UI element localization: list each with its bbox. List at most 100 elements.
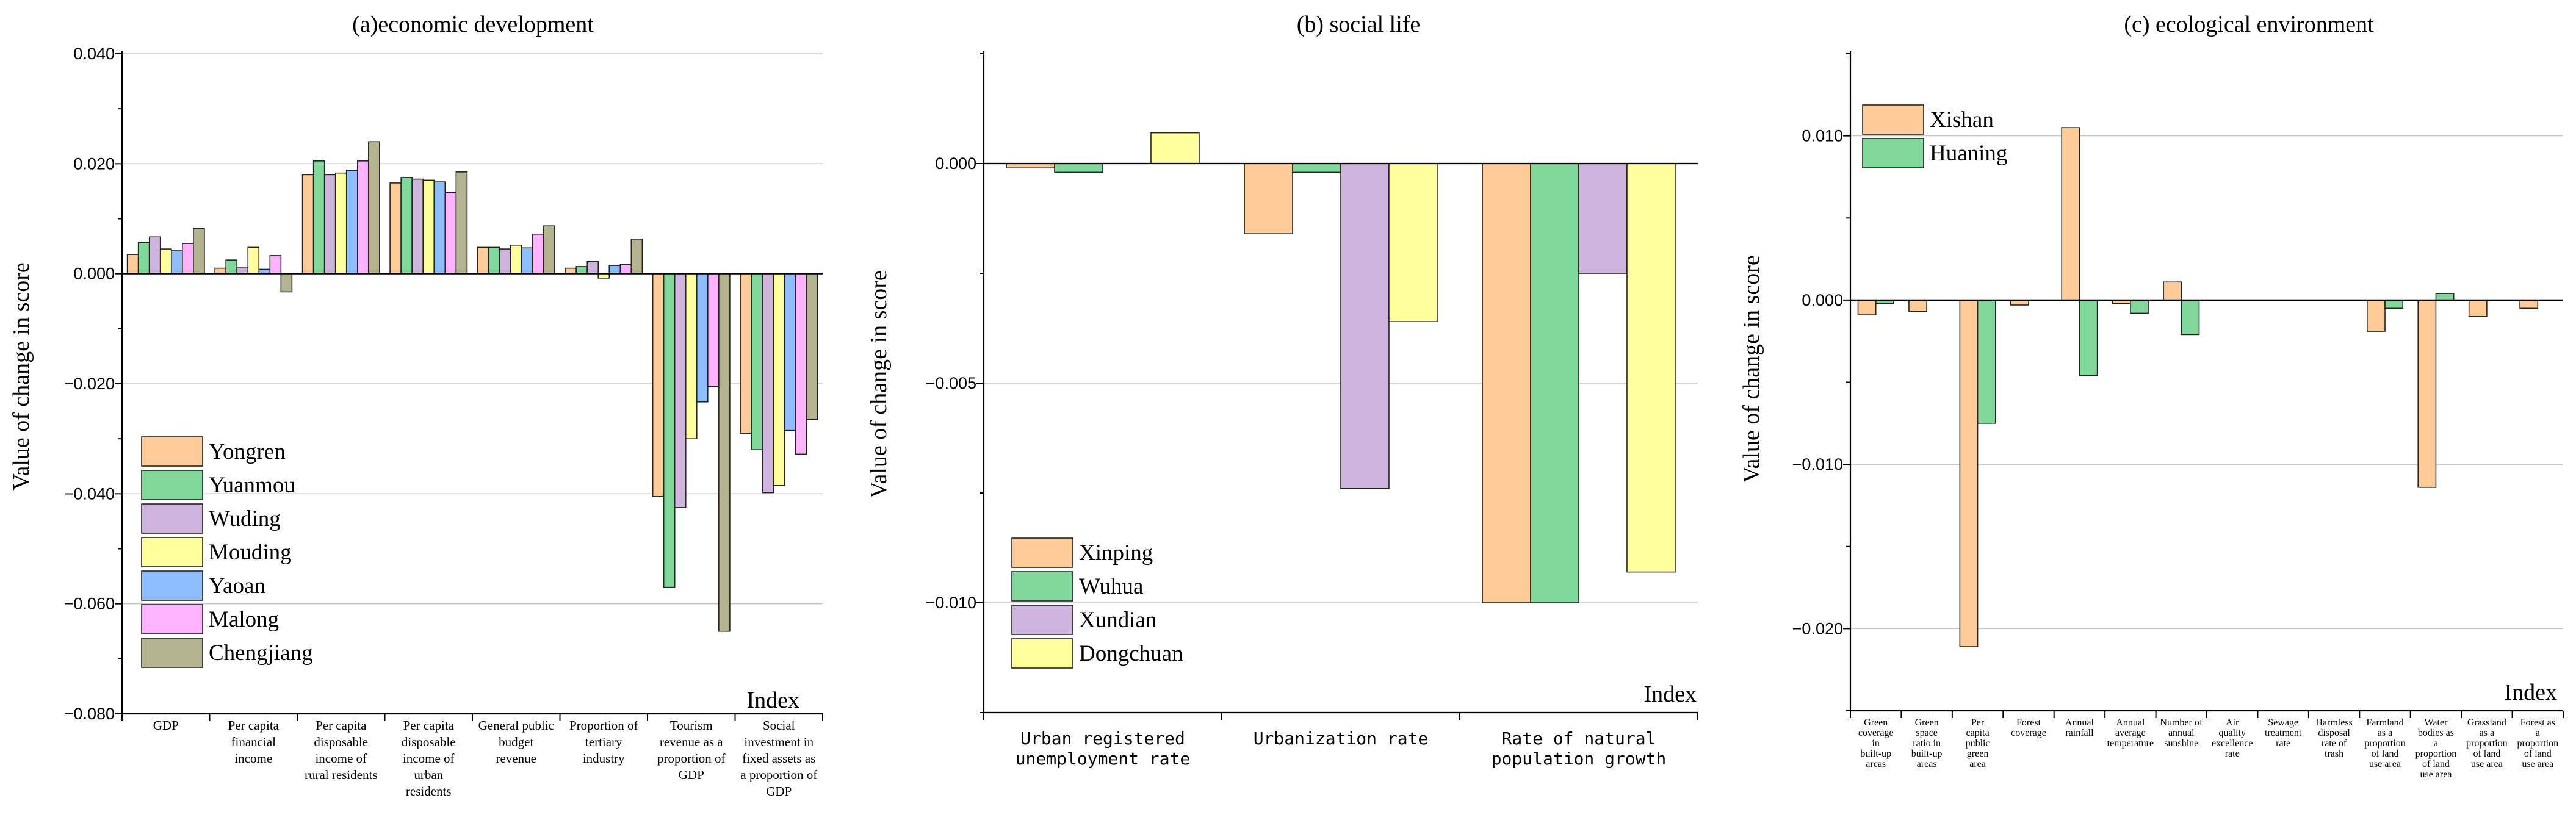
x-tick-label: Annual rainfall (2065, 717, 2094, 738)
bar-chengjiang (718, 273, 731, 632)
bar-yaoan (170, 250, 183, 275)
legend-label: Dongchuan (1079, 641, 1183, 666)
y-axis-label: Value of change in score (9, 262, 34, 491)
bar-xinping (1482, 163, 1531, 603)
bar-wuding (586, 261, 599, 275)
legend-label: Huaning (1930, 141, 2007, 166)
bar-mouding (685, 273, 698, 439)
bar-malong (182, 243, 194, 275)
bar-xishan (2417, 300, 2437, 488)
bar-mouding (773, 273, 785, 486)
x-ticks: Urban registered unemployment rate Urbaniz… (983, 713, 1698, 769)
legend: Xinping Wuhua Xundian Dongchuan (1011, 537, 1183, 669)
x-tick-label: Per capita disposable income of urban reside… (402, 718, 456, 799)
x-tick-label: Forest coverage (2011, 717, 2046, 738)
x-tick-label: Per capita disposable income of rural resid… (305, 718, 378, 782)
x-tick-label: Number of annual sunshine (2160, 717, 2203, 749)
bar-yongren (389, 182, 402, 275)
legend-label: Yongren (209, 439, 286, 464)
bar-malong (444, 192, 457, 275)
bar-yongren (301, 174, 314, 275)
bar-yuanmou (488, 246, 500, 275)
bar-yaoan (696, 273, 709, 403)
bar-chengjiang (193, 228, 205, 275)
bar-yaoan (784, 273, 796, 431)
bar-chengjiang (455, 171, 468, 275)
y-tick-label: −0.080 (64, 705, 115, 723)
legend-swatch-chengjiang (141, 638, 203, 668)
bar-yuanmou (225, 259, 237, 275)
x-tick-label: Harmless disposal rate of trash (2315, 717, 2352, 759)
legend-label: Xinping (1079, 541, 1153, 566)
bar-yuanmou (575, 266, 588, 275)
x-tick-label: Grassland as a proportion of land use area (2466, 717, 2508, 769)
bar-malong (795, 273, 807, 455)
bar-yaoan (608, 265, 621, 275)
chart-title: (c) ecological environment (2124, 12, 2374, 37)
y-tick-label: 0.020 (73, 154, 115, 173)
bar-yongren (214, 267, 226, 275)
bar-wuding (236, 267, 249, 275)
bar-huaning (2130, 300, 2149, 314)
bar-wuding (499, 248, 511, 275)
gridlines (122, 53, 823, 605)
bar-yongren (565, 267, 577, 275)
bar-yaoan (345, 170, 358, 275)
legend: Xishan Huaning (1862, 104, 2007, 168)
y-axis-label: Value of change in score (866, 270, 892, 498)
x-tick-label: Air quality excellence rate (2212, 717, 2253, 759)
bar-malong (269, 255, 282, 275)
bar-chengjiang (280, 273, 293, 293)
legend-swatch-huaning (1862, 138, 1924, 168)
bar-wuhua (1292, 163, 1341, 173)
x-tick-label: Tourism revenue as a proportion of GDP (657, 718, 725, 782)
bar-yaoan (433, 181, 446, 275)
x-ticks: Green coverage in built-up areas Green space ra… (1850, 711, 2564, 780)
bar-yongren (477, 246, 489, 275)
bar-huaning (1977, 300, 1996, 424)
bar-wuhua (1054, 163, 1103, 173)
bar-yongren (126, 254, 139, 275)
bar-huaning (2079, 300, 2098, 376)
bar-yongren (652, 273, 665, 497)
bar-mouding (422, 179, 435, 275)
bar-malong (619, 264, 632, 275)
bar-wuding (411, 178, 424, 275)
bar-xishan (1908, 300, 1927, 312)
bar-yongren (740, 273, 752, 434)
bar-xishan (1857, 300, 1877, 315)
bar-mouding (510, 244, 522, 275)
x-tick-label: Social investment in fixed assets as a prop… (740, 718, 817, 799)
bar-chengjiang (806, 273, 818, 420)
bar-xishan (2163, 281, 2182, 301)
bar-xishan (2468, 300, 2488, 317)
bar-wuding (674, 273, 687, 508)
x-axis-label: Index (1643, 681, 1697, 707)
bar-wuding (762, 273, 774, 494)
bar-wuding (323, 174, 336, 275)
bar-mouding (247, 246, 260, 275)
x-tick-label: Forest as a proportion of land use area (2517, 717, 2559, 769)
x-tick-label: Proportion of tertiary industry (569, 718, 638, 766)
gridlines (1850, 135, 2563, 630)
bar-yuanmou (663, 273, 676, 588)
y-tick-label: 0.000 (935, 154, 976, 173)
legend-swatch-malong (141, 604, 203, 634)
legend-swatch-wuding (141, 503, 203, 534)
chart-title: (b) social life (1297, 12, 1421, 37)
bar-xishan (2519, 300, 2539, 309)
bar-mouding (159, 248, 172, 275)
legend-label: Xundian (1079, 608, 1156, 633)
x-tick-label: Green space ratio in built-up areas (1911, 717, 1943, 769)
legend-label: Yaoan (209, 573, 265, 598)
y-tick-label: −0.020 (1792, 619, 1843, 638)
bar-yuanmou (137, 242, 150, 275)
x-axis-label: Index (2504, 680, 2557, 705)
x-axis-label: Index (746, 688, 799, 713)
bar-dongchuan (1626, 163, 1676, 573)
chart-economic-development: (a)economic development Value of change … (9, 12, 823, 799)
x-tick-label: Urbanization rate (1254, 728, 1429, 749)
chart-ecological-environment: (c) ecological environment Value of chan… (1739, 12, 2564, 780)
y-tick-label: 0.040 (73, 45, 115, 63)
legend-swatch-xinping (1011, 537, 1073, 568)
